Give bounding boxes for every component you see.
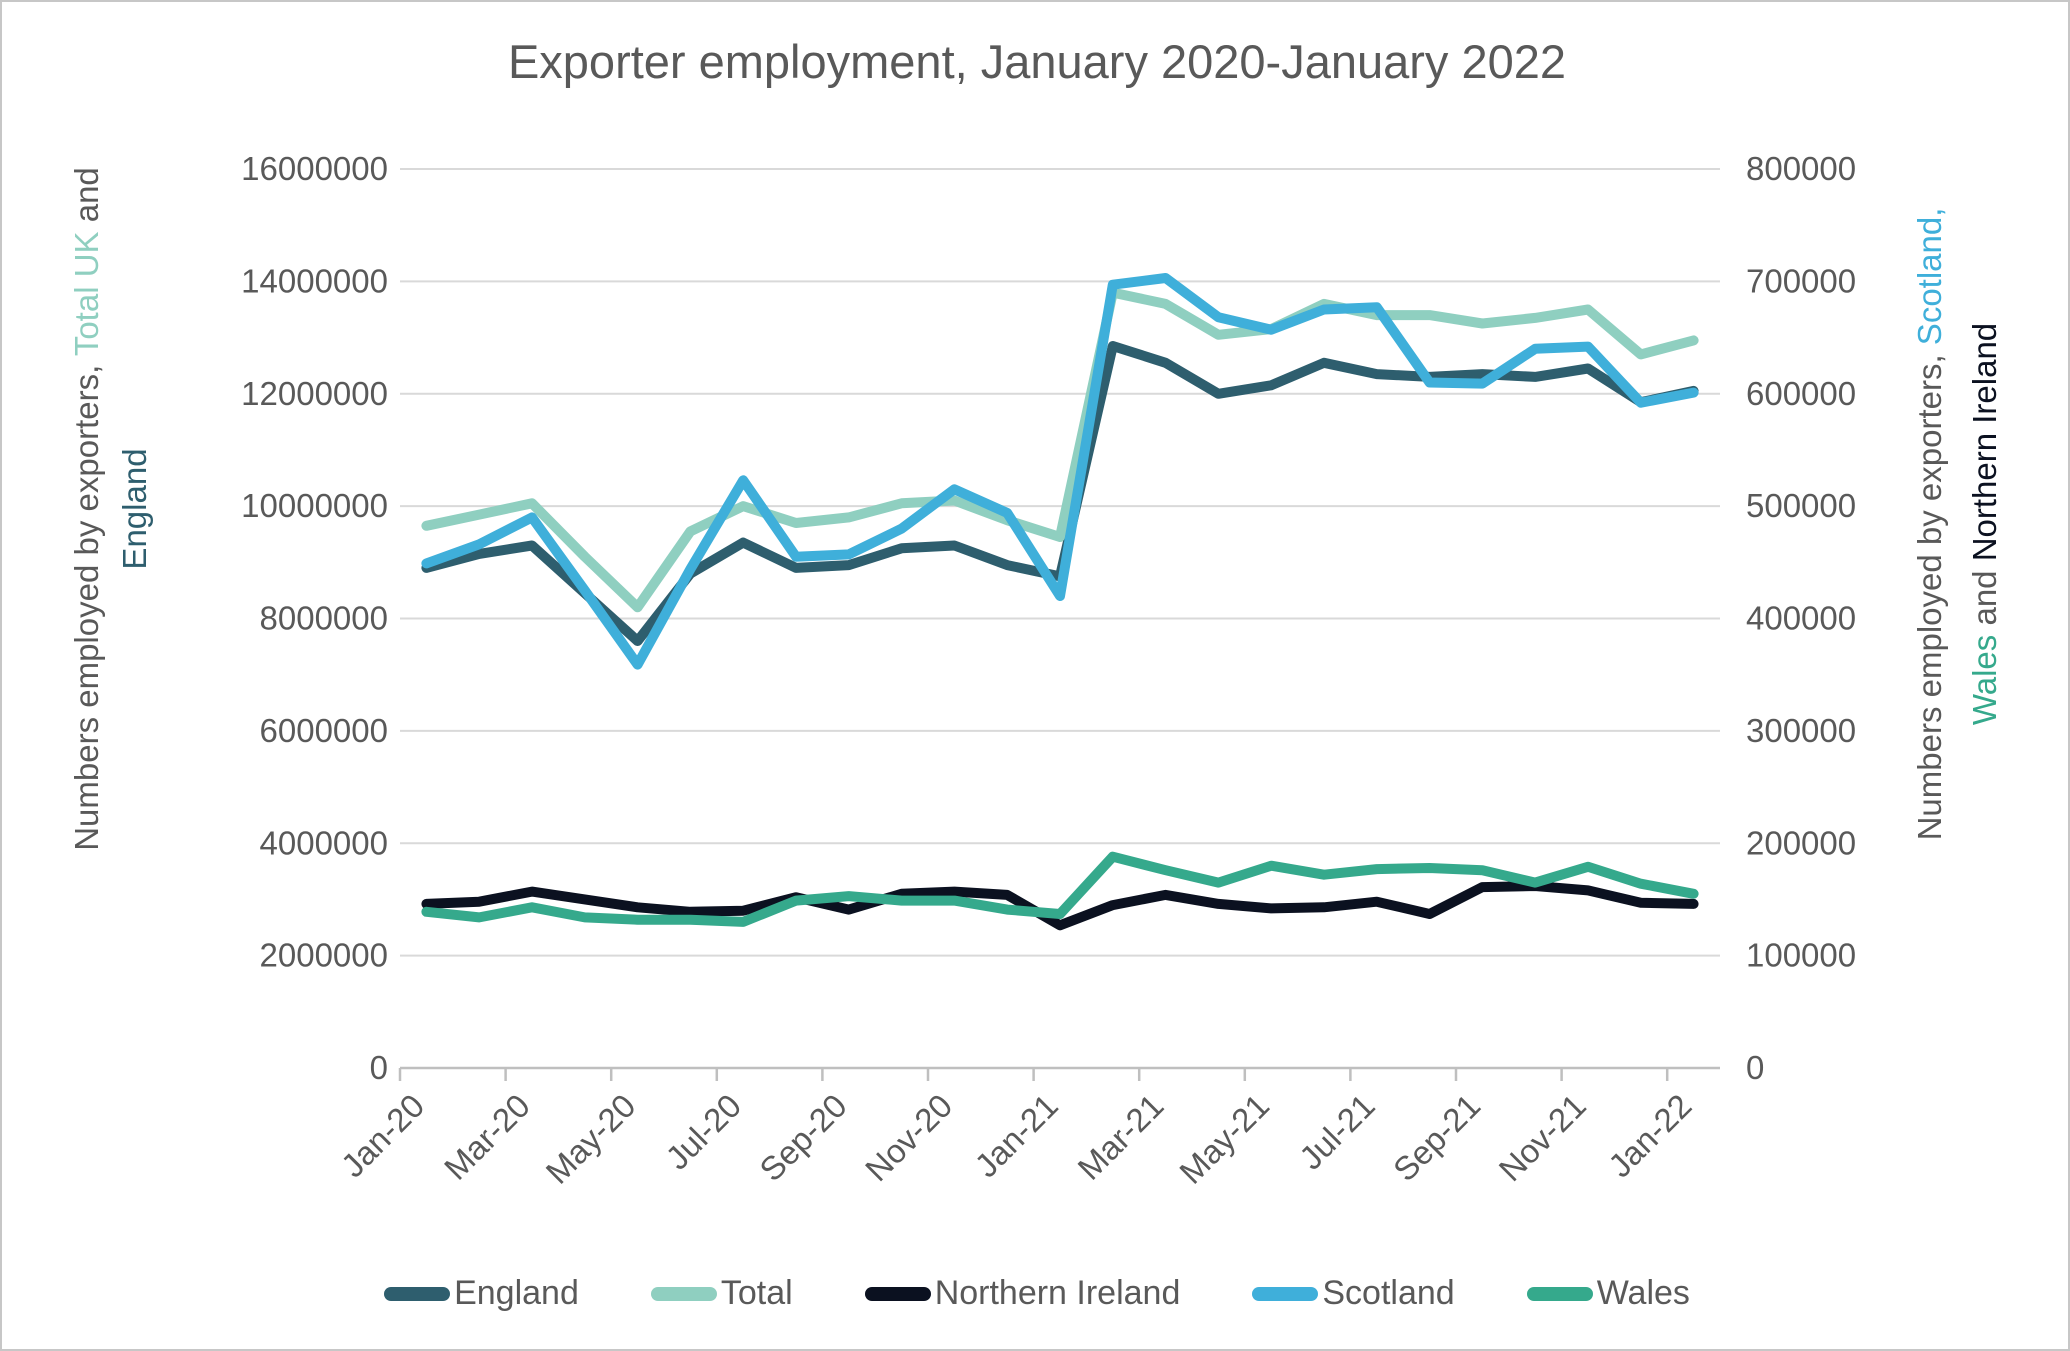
right-axis-tick-label: 700000 [1746,262,1856,299]
series-line-wales [421,851,1699,927]
left-axis-tick-label: 4000000 [260,824,388,861]
x-axis-label: Jan-22 [1601,1087,1699,1185]
x-axis-label: May-21 [1172,1087,1276,1191]
legend-swatch [384,1286,451,1301]
legend-swatch [1252,1286,1319,1301]
left-axis-tick-label: 10000000 [241,487,388,524]
x-axis-label: Jul-21 [1292,1087,1382,1177]
series-line-northern-ireland [421,881,1699,931]
left-axis-tick-label: 0 [370,1049,388,1086]
legend-swatch [864,1286,931,1301]
right-axis-tick-label: 800000 [1746,150,1856,187]
legend-item-wales: Wales [1526,1274,1690,1313]
left-axis-tick-label: 16000000 [241,150,388,187]
left-axis-tick-label: 8000000 [260,600,388,637]
right-axis-tick-label: 100000 [1746,937,1856,974]
x-axis-label: Jan-21 [967,1087,1065,1185]
legend-label: Northern Ireland [934,1274,1181,1312]
x-axis-label: Nov-20 [858,1087,959,1188]
x-axis-label: Sep-21 [1386,1087,1487,1188]
legend-swatch [650,1286,717,1301]
series-line-scotland [421,273,1699,670]
series-line-total [421,287,1699,613]
right-axis-tick-label: 0 [1746,1049,1764,1086]
left-axis-tick-label: 2000000 [260,937,388,974]
left-axis-tick-label: 12000000 [241,375,388,412]
legend-item-total: Total [650,1274,793,1313]
x-axis-label: Mar-21 [1070,1087,1170,1187]
legend: England Total Northern Ireland Scotland Wale… [2,1274,2068,1313]
left-axis-tick-label: 6000000 [260,712,388,749]
x-axis-label: Mar-20 [437,1087,537,1187]
legend-item-england: England [384,1274,579,1313]
x-axis-label: Nov-21 [1492,1087,1593,1188]
legend-item-northern-ireland: Northern Ireland [864,1274,1181,1313]
chart-title: Exporter employment, January 2020-Januar… [507,35,1567,88]
right-axis-tick-label: 500000 [1746,487,1856,524]
legend-label: England [454,1274,579,1312]
legend-label: Wales [1596,1274,1690,1312]
right-axis-tick-label: 400000 [1746,600,1856,637]
x-axis-label: Sep-20 [752,1087,853,1188]
legend-swatch [1526,1286,1593,1301]
right-axis-tick-label: 200000 [1746,824,1856,861]
legend-label: Total [720,1274,793,1312]
left-axis-tick-label: 14000000 [241,262,388,299]
right-axis-tick-label: 300000 [1746,712,1856,749]
x-axis-label: Jul-20 [658,1087,748,1177]
legend-item-scotland: Scotland [1252,1274,1455,1313]
legend-label: Scotland [1322,1274,1455,1312]
right-axis-tick-label: 600000 [1746,375,1856,412]
x-axis-label: May-20 [539,1087,643,1191]
x-axis-label: Jan-20 [334,1087,432,1185]
